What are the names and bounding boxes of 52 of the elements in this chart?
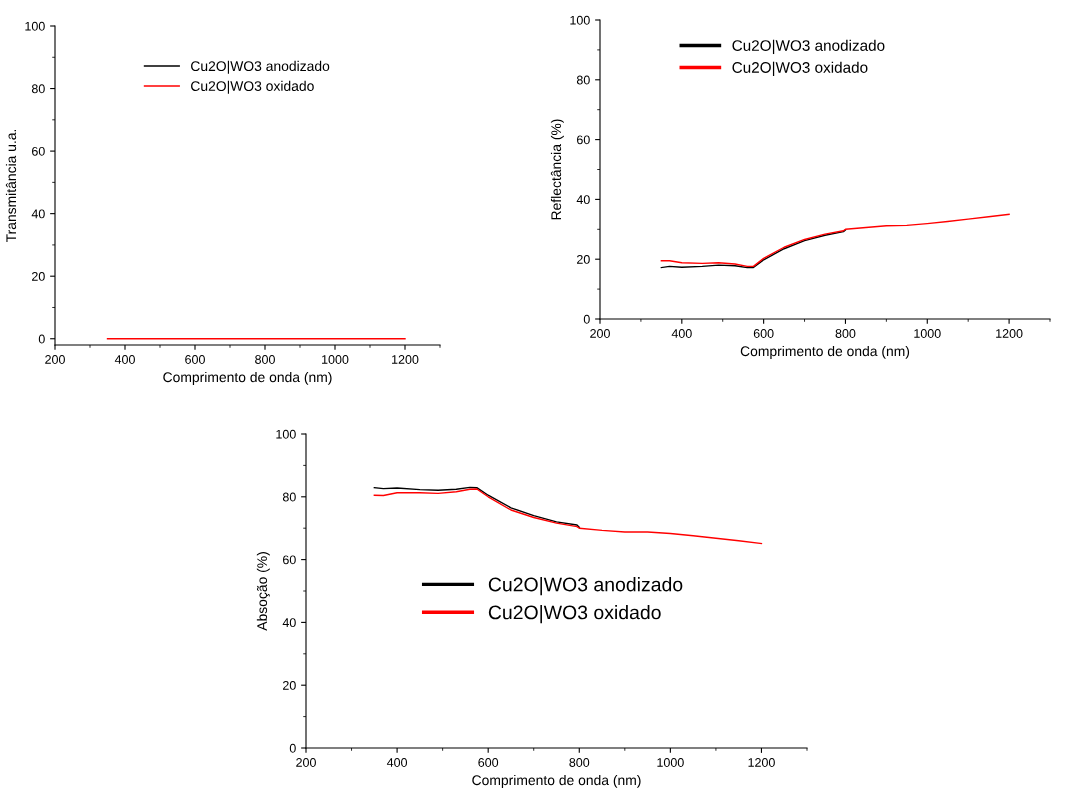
y-tick-label: 20 (577, 255, 590, 264)
x-tick-label: 1000 (914, 329, 941, 338)
line-series (373, 488, 763, 545)
x-axis-title: Comprimento de onda (nm) (472, 774, 641, 788)
legend-label: Cu2O|WO3 anodizado (191, 60, 330, 74)
y-axis-title: Reflectância (%) (550, 119, 564, 220)
y-tick-label: 100 (276, 429, 296, 439)
x-tick-label: 200 (590, 329, 610, 338)
x-tick-label: 800 (569, 758, 590, 767)
legend-label: Cu2O|WO3 oxidado (732, 61, 868, 76)
y-tick-label: 40 (282, 618, 296, 628)
y-tick-label: 40 (31, 209, 45, 219)
y-tick-label: 60 (283, 555, 296, 565)
legend-label: Cu2O|WO3 oxidado (488, 605, 661, 624)
y-tick-label: 0 (38, 334, 45, 344)
y-tick-label: 0 (289, 743, 296, 753)
legend-label: Cu2O|WO3 anodizado (732, 39, 885, 55)
y-tick-label: 100 (25, 21, 45, 31)
x-tick-label: 400 (114, 355, 135, 364)
y-tick-label: 60 (577, 135, 590, 145)
y-tick-label: 40 (576, 195, 590, 205)
y-tick-label: 80 (282, 492, 296, 502)
legend-label: Cu2O|WO3 anodizado (488, 577, 683, 596)
y-tick-label: 20 (283, 681, 296, 690)
y-tick-label: 20 (32, 272, 45, 281)
y-tick-label: 80 (576, 75, 590, 85)
x-tick-label: 600 (753, 329, 774, 338)
x-axis-title: Comprimento de onda (nm) (740, 345, 910, 359)
y-tick-label: 80 (31, 84, 45, 94)
y-tick-label: 60 (32, 146, 45, 156)
x-tick-label: 1200 (996, 329, 1023, 338)
x-tick-label: 800 (835, 329, 856, 338)
x-axis-title: Comprimento de onda (nm) (163, 371, 332, 385)
line-series (660, 213, 1010, 268)
x-tick-label: 400 (671, 329, 692, 338)
x-tick-label: 1000 (322, 355, 349, 364)
x-tick-label: 1200 (748, 758, 775, 767)
y-axis-title: Transmitância u.a. (5, 129, 17, 243)
x-tick-label: 600 (185, 355, 205, 364)
x-tick-label: 1200 (392, 355, 419, 364)
y-tick-label: 0 (583, 314, 590, 324)
line-series (660, 229, 847, 269)
legend-label: Cu2O|WO3 oxidado (191, 80, 314, 94)
x-tick-label: 400 (386, 758, 408, 767)
x-tick-label: 1000 (657, 758, 684, 767)
y-axis-title: Absoção (%) (256, 552, 270, 631)
x-tick-label: 200 (45, 355, 65, 364)
line-series (373, 486, 580, 528)
x-tick-label: 800 (255, 355, 275, 364)
x-tick-label: 200 (296, 758, 316, 767)
x-tick-label: 600 (478, 758, 499, 767)
y-tick-label: 100 (570, 15, 590, 25)
